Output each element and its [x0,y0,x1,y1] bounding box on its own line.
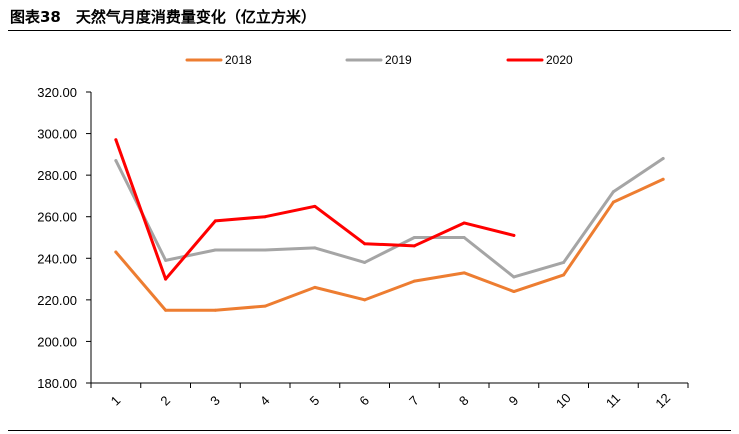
y-tick-label: 220.00 [37,293,77,308]
data-point-2018 [512,290,516,294]
data-point-2018 [412,279,416,283]
series-line-2018 [114,177,665,312]
data-point-2020 [462,221,466,225]
x-tick-label: 9 [506,393,522,409]
data-point-2019 [661,157,665,161]
legend-label-2019: 2019 [385,53,412,67]
data-point-2018 [462,271,466,275]
x-tick-label: 4 [257,393,273,409]
data-point-2019 [164,258,168,262]
data-point-2020 [363,242,367,246]
data-point-2019 [462,236,466,239]
data-point-2020 [412,244,416,248]
y-tick-label: 180.00 [37,376,77,391]
data-point-2019 [263,248,267,252]
x-tick-label: 7 [406,393,422,409]
data-point-2019 [213,248,217,252]
x-tick-label: 1 [108,393,124,409]
y-tick-label: 280.00 [37,168,77,183]
footer-rule [8,430,731,431]
y-tick-label: 200.00 [37,334,77,349]
x-tick-label: 12 [652,390,673,411]
data-point-2019 [562,260,566,264]
y-tick-label: 240.00 [37,251,77,266]
x-tick-label: 6 [356,393,372,409]
figure-title: 图表38 天然气月度消费量变化（亿立方米） [10,8,316,26]
data-point-2019 [512,275,516,279]
y-tick-label: 320.00 [37,85,77,100]
data-point-2018 [363,298,367,302]
data-point-2018 [213,308,217,312]
x-tick-label: 3 [207,393,223,409]
data-point-2020 [313,204,317,208]
data-point-2019 [611,190,615,194]
data-point-2020 [512,233,516,237]
header-rule [8,30,731,31]
data-point-2019 [363,260,367,264]
data-point-2019 [114,159,118,163]
data-point-2020 [213,219,217,223]
x-tick-label: 2 [157,393,173,409]
data-point-2020 [114,138,118,142]
y-axis: 180.00 200.00 220.00 240.00 260.00 280.00 300.… [37,85,92,391]
legend-label-2018: 2018 [225,53,252,67]
series-group [114,138,665,312]
x-tick-label: 10 [553,390,574,411]
x-tick-label: 11 [603,391,623,411]
data-point-2018 [562,273,566,277]
data-point-2018 [313,285,317,289]
legend-label-2020: 2020 [546,53,573,67]
data-point-2020 [164,277,168,281]
data-point-2019 [313,246,317,250]
data-point-2018 [611,200,615,204]
data-point-2020 [263,215,267,219]
x-axis: 1 2 3 4 5 6 7 8 9 10 11 12 [90,382,689,411]
y-tick-label: 300.00 [37,127,77,142]
data-point-2018 [263,304,267,308]
data-point-2018 [661,177,665,181]
data-point-2019 [412,236,416,239]
series-line-2019 [114,157,665,279]
y-tick-label: 260.00 [37,210,77,225]
x-tick-label: 8 [456,393,472,409]
legend: 2018 2019 2020 [185,53,573,67]
data-point-2018 [114,250,118,254]
x-tick-label: 5 [307,393,323,409]
data-point-2018 [164,308,168,312]
figure-header: 图表38 天然气月度消费量变化（亿立方米） [8,4,731,30]
